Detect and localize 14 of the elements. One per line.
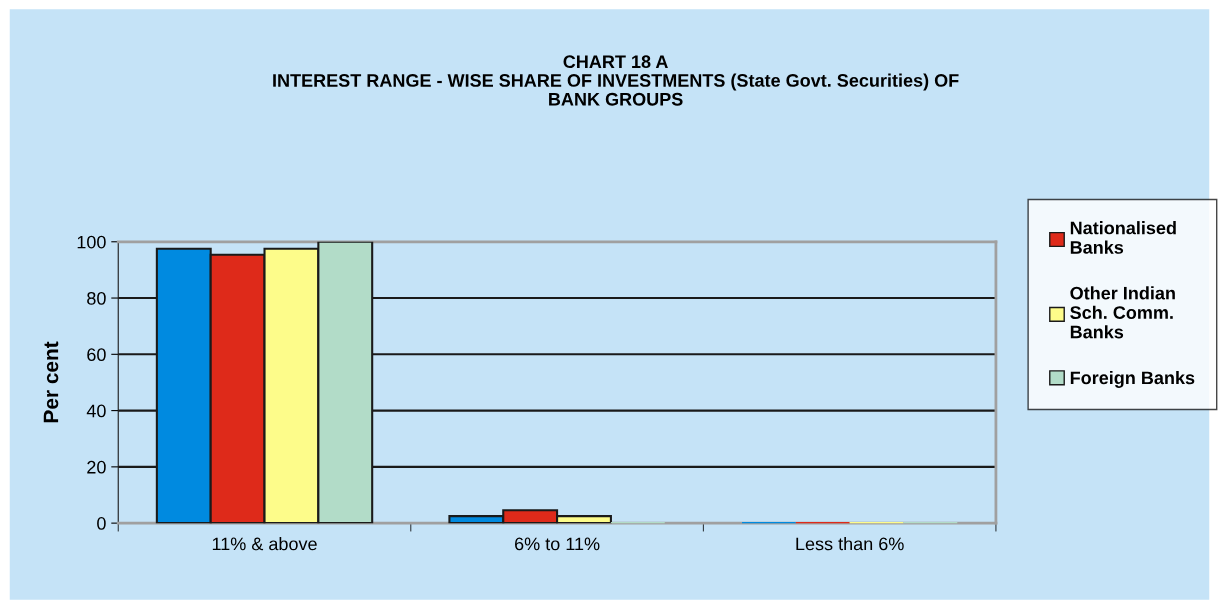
- legend-label: Foreign Banks: [1070, 370, 1195, 388]
- y-tick-label: 0: [97, 517, 106, 530]
- x-tick-label: 6% to 11%: [515, 537, 600, 551]
- y-tick-label: 40: [86, 404, 106, 418]
- y-tick-label: 60: [87, 348, 106, 362]
- y-tick-label: 20: [87, 460, 106, 474]
- legend-label: Other Indian Sch. Comm. Banks: [1070, 286, 1175, 339]
- y-tick-label: 80: [87, 291, 106, 305]
- x-tick-label: Less than 6%: [796, 537, 904, 551]
- legend-label: Nationalised Banks: [1070, 221, 1176, 254]
- chart-title: CHART 18 A INTEREST RANGE - WISE SHARE OF INVESTMENTS (State Govt. Securities) OF BANK GROUPS: [273, 55, 959, 106]
- y-axis-title: Per cent: [43, 341, 59, 423]
- x-tick-label: 11% & above: [212, 537, 317, 551]
- y-tick-label: 100: [77, 235, 106, 249]
